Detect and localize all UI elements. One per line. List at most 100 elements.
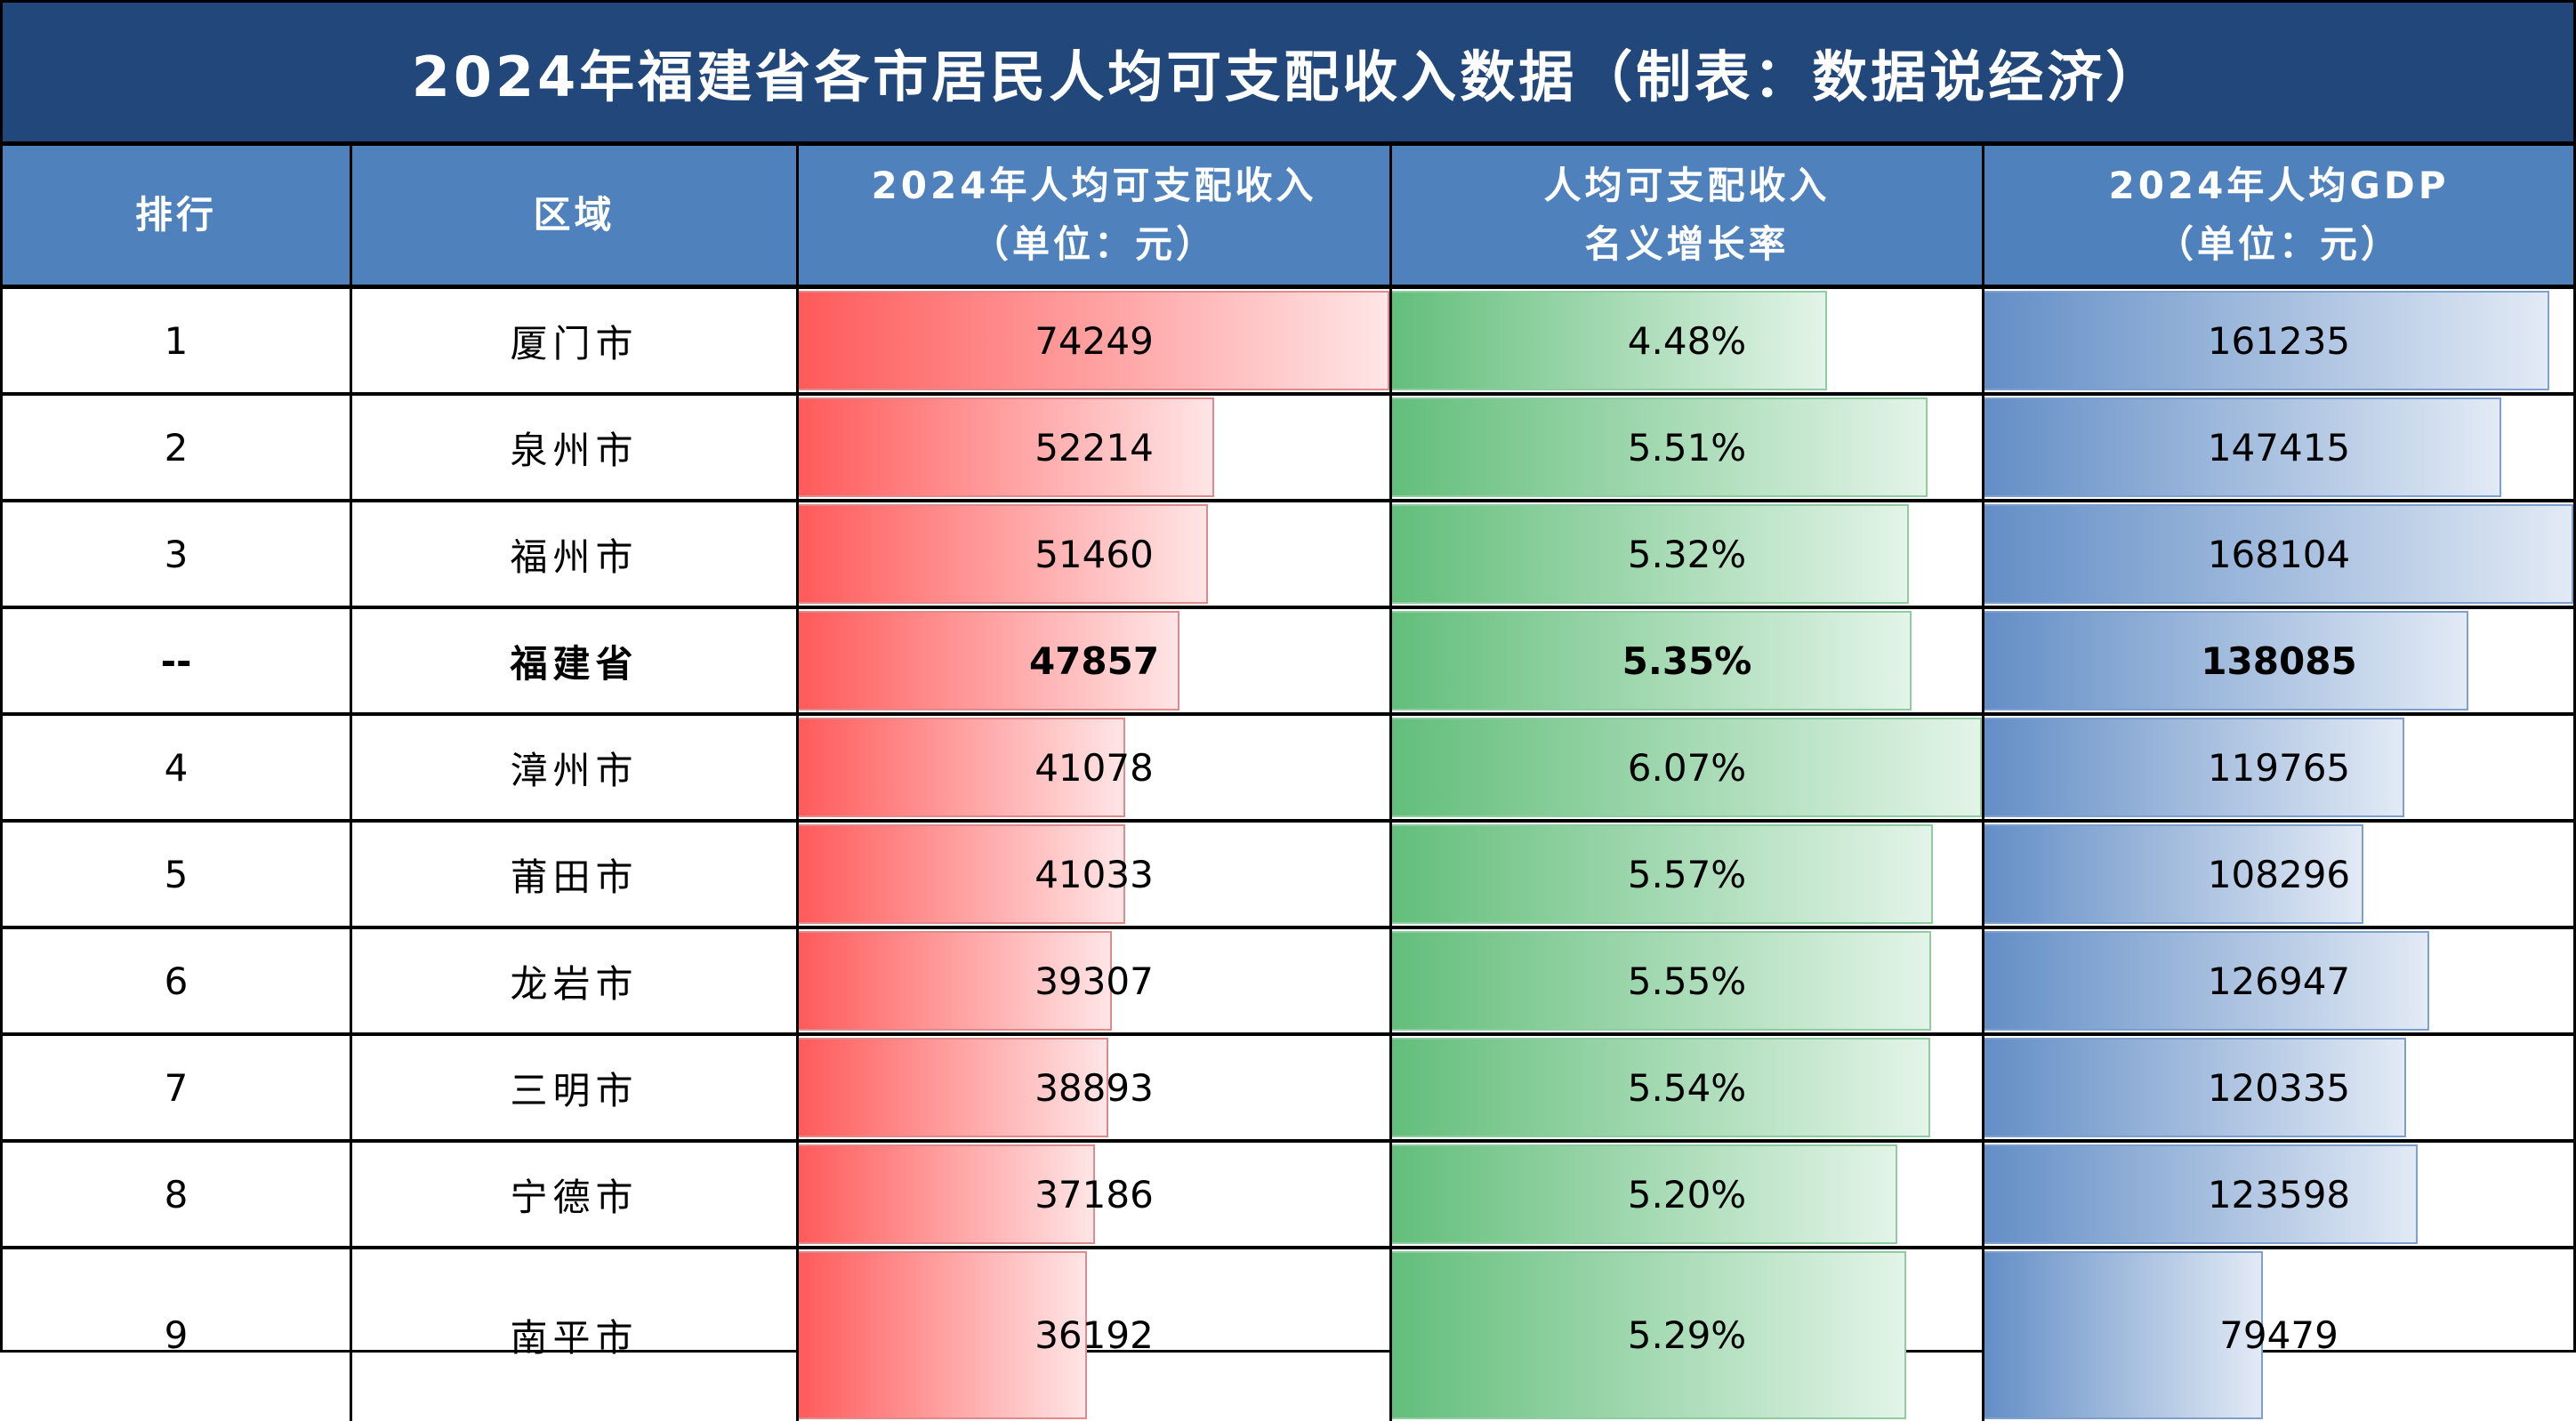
rank-cell: 2 bbox=[3, 396, 352, 499]
region-name: 厦门市 bbox=[510, 321, 639, 365]
table-row: 5 莆田市 41033 5.57% 108296 bbox=[3, 823, 2573, 929]
growth-value: 6.07% bbox=[1627, 745, 1747, 790]
region-cell: 宁德市 bbox=[352, 1143, 799, 1246]
gdp-cell: 147415 bbox=[1984, 396, 2573, 499]
growth-value: 5.57% bbox=[1627, 852, 1747, 896]
table-row: 4 漳州市 41078 6.07% 119765 bbox=[3, 716, 2573, 823]
region-cell: 莆田市 bbox=[352, 823, 799, 926]
income-value: 39307 bbox=[1034, 959, 1154, 1003]
gdp-data-bar bbox=[1984, 824, 2364, 924]
gdp-data-bar bbox=[1984, 931, 2429, 1031]
gdp-value: 108296 bbox=[2207, 852, 2351, 896]
table-title-bar: 2024年福建省各市居民人均可支配收入数据（制表：数据说经济） bbox=[3, 3, 2573, 146]
header-growth-line1: 人均可支配收入 bbox=[1543, 164, 1831, 207]
region-cell: 三明市 bbox=[352, 1036, 799, 1139]
region-name: 龙岩市 bbox=[510, 961, 639, 1006]
growth-cell: 5.35% bbox=[1392, 609, 1984, 712]
growth-value: 4.48% bbox=[1627, 318, 1747, 363]
growth-cell: 4.48% bbox=[1392, 289, 1984, 392]
growth-value: 5.20% bbox=[1627, 1172, 1747, 1216]
region-name: 宁德市 bbox=[510, 1175, 639, 1219]
income-value: 36192 bbox=[1034, 1313, 1154, 1357]
region-name: 莆田市 bbox=[510, 855, 639, 899]
income-cell: 74249 bbox=[799, 289, 1392, 392]
gdp-data-bar bbox=[1984, 1038, 2406, 1137]
table-row: 7 三明市 38893 5.54% 120335 bbox=[3, 1036, 2573, 1143]
income-cell: 51460 bbox=[799, 502, 1392, 606]
gdp-cell: 161235 bbox=[1984, 289, 2573, 392]
growth-value: 5.51% bbox=[1627, 425, 1747, 470]
income-data-bar bbox=[799, 611, 1179, 710]
income-data-bar bbox=[799, 291, 1389, 390]
region-name: 南平市 bbox=[510, 1316, 639, 1360]
header-region: 区域 bbox=[352, 146, 799, 285]
region-name: 泉州市 bbox=[510, 428, 639, 472]
growth-data-bar bbox=[1392, 611, 1912, 710]
income-data-bar bbox=[799, 1144, 1095, 1244]
rank-cell: 7 bbox=[3, 1036, 352, 1139]
gdp-value: 79479 bbox=[2219, 1313, 2339, 1357]
growth-value: 5.35% bbox=[1622, 638, 1752, 683]
income-value: 74249 bbox=[1034, 318, 1154, 363]
region-cell: 漳州市 bbox=[352, 716, 799, 819]
rank-value: 9 bbox=[164, 1313, 189, 1357]
rank-cell: 4 bbox=[3, 716, 352, 819]
region-cell: 福州市 bbox=[352, 502, 799, 606]
gdp-data-bar bbox=[1984, 291, 2549, 390]
income-cell: 41078 bbox=[799, 716, 1392, 819]
income-data-bar bbox=[799, 504, 1209, 604]
gdp-value: 119765 bbox=[2207, 745, 2351, 790]
header-income-line2: （单位：元） bbox=[970, 222, 1217, 266]
income-cell: 52214 bbox=[799, 396, 1392, 499]
growth-cell: 5.32% bbox=[1392, 502, 1984, 606]
region-cell: 龙岩市 bbox=[352, 929, 799, 1032]
gdp-cell: 138085 bbox=[1984, 609, 2573, 712]
income-cell: 39307 bbox=[799, 929, 1392, 1032]
income-cell: 38893 bbox=[799, 1036, 1392, 1139]
gdp-value: 168104 bbox=[2207, 532, 2351, 576]
gdp-data-bar bbox=[1984, 397, 2501, 497]
growth-data-bar bbox=[1392, 1038, 1931, 1137]
income-value: 52214 bbox=[1034, 425, 1154, 470]
header-growth-line2: 名义增长率 bbox=[1584, 222, 1790, 266]
gdp-value: 147415 bbox=[2207, 425, 2351, 470]
income-value: 38893 bbox=[1034, 1065, 1154, 1110]
growth-value: 5.55% bbox=[1627, 959, 1747, 1003]
income-data-bar bbox=[799, 397, 1214, 497]
header-region-label: 区域 bbox=[533, 193, 616, 237]
region-name: 福建省 bbox=[510, 641, 639, 686]
header-income: 2024年人均可支配收入 （单位：元） bbox=[799, 146, 1392, 285]
header-gdp: 2024年人均GDP （单位：元） bbox=[1984, 146, 2573, 285]
growth-value: 5.54% bbox=[1627, 1065, 1747, 1110]
income-cell: 37186 bbox=[799, 1143, 1392, 1246]
header-gdp-line2: （单位：元） bbox=[2155, 222, 2402, 266]
income-data-bar bbox=[799, 718, 1126, 817]
region-name: 福州市 bbox=[510, 534, 639, 579]
gdp-value: 126947 bbox=[2207, 959, 2351, 1003]
income-cell: 41033 bbox=[799, 823, 1392, 926]
income-cell: 47857 bbox=[799, 609, 1392, 712]
gdp-data-bar bbox=[1984, 504, 2573, 604]
gdp-cell: 119765 bbox=[1984, 716, 2573, 819]
growth-cell: 5.29% bbox=[1392, 1249, 1984, 1421]
gdp-data-bar bbox=[1984, 611, 2468, 710]
gdp-cell: 126947 bbox=[1984, 929, 2573, 1032]
growth-data-bar bbox=[1392, 504, 1910, 604]
growth-value: 5.32% bbox=[1627, 532, 1747, 576]
header-income-line1: 2024年人均可支配收入 bbox=[871, 164, 1317, 207]
rank-value: 3 bbox=[164, 532, 189, 576]
growth-cell: 5.20% bbox=[1392, 1143, 1984, 1246]
rank-cell: -- bbox=[3, 609, 352, 712]
growth-data-bar bbox=[1392, 291, 1828, 390]
gdp-cell: 120335 bbox=[1984, 1036, 2573, 1139]
table-row: -- 福建省 47857 5.35% 138085 bbox=[3, 609, 2573, 716]
rank-value: 7 bbox=[164, 1065, 189, 1110]
gdp-cell: 79479 bbox=[1984, 1249, 2573, 1421]
income-data-bar bbox=[799, 824, 1125, 924]
gdp-value: 138085 bbox=[2201, 638, 2357, 683]
growth-data-bar bbox=[1392, 1144, 1897, 1244]
income-data-bar bbox=[799, 1038, 1108, 1137]
income-value: 37186 bbox=[1034, 1172, 1154, 1216]
table-row: 1 厦门市 74249 4.48% 161235 bbox=[3, 289, 2573, 396]
